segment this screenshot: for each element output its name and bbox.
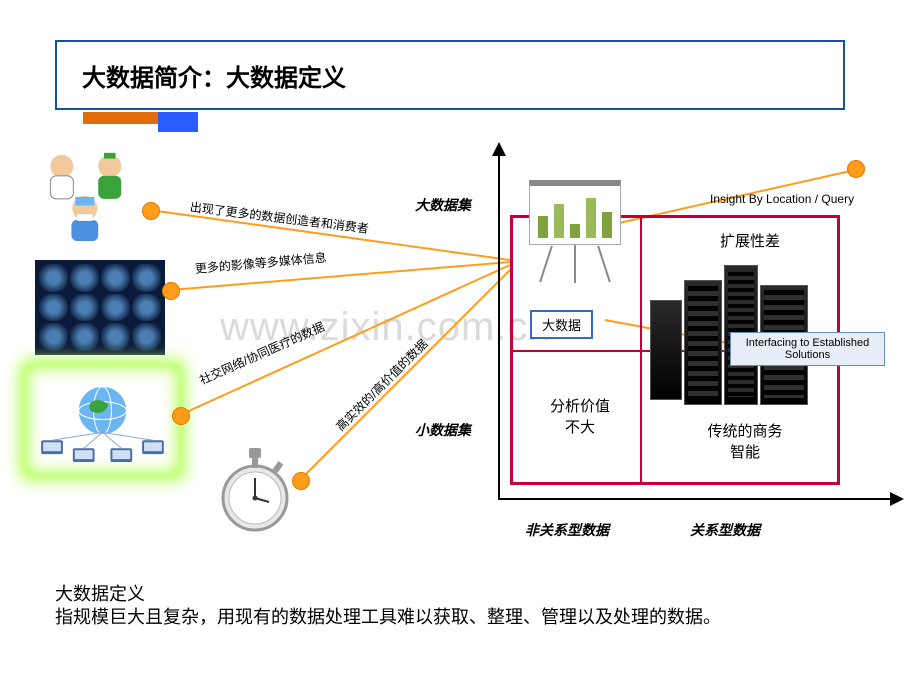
annotation-more-creators: 出现了更多的数据创造者和消费者 bbox=[189, 198, 370, 237]
quadrant-bottom-left-label: 分析价值 不大 bbox=[525, 395, 635, 437]
x-label-nonrelational: 非关系型数据 bbox=[525, 520, 609, 540]
x-axis-arrow bbox=[890, 492, 904, 506]
definition-body: 指规模巨大且复杂，用现有的数据处理工具难以获取、整理、管理以及处理的数据。 bbox=[55, 605, 855, 629]
x-axis bbox=[498, 498, 893, 500]
slide-title: 大数据简介：大数据定义 bbox=[82, 58, 346, 93]
quadrant-top-right-label: 扩展性差 bbox=[690, 230, 810, 251]
y-label-smalldata: 小数据集 bbox=[415, 420, 471, 440]
connector-dot bbox=[172, 407, 190, 425]
annotation-more-multimedia: 更多的影像等多媒体信息 bbox=[194, 249, 327, 277]
stopwatch-icon bbox=[215, 440, 295, 540]
brain-scan-grid-icon bbox=[35, 260, 165, 355]
title-accent-orange bbox=[83, 112, 158, 124]
title-accent-blue bbox=[158, 112, 198, 132]
y-axis bbox=[498, 150, 500, 500]
y-label-bigdata: 大数据集 bbox=[415, 195, 471, 215]
bigdata-tag: 大数据 bbox=[530, 310, 593, 339]
presentation-chart-icon bbox=[525, 170, 625, 285]
connector-dot bbox=[142, 202, 160, 220]
connector-dot bbox=[292, 472, 310, 490]
y-axis-arrow bbox=[492, 142, 506, 156]
network-globe-icon bbox=[25, 365, 180, 475]
connector-dot bbox=[847, 160, 865, 178]
quadrant-bottom-right-label: 传统的商务 智能 bbox=[665, 420, 825, 462]
interfacing-callout: Interfacing to Established Solutions bbox=[730, 332, 885, 366]
definition-heading: 大数据定义 bbox=[55, 580, 145, 606]
insight-callout: Insight By Location / Query bbox=[710, 192, 854, 206]
connector-dot bbox=[162, 282, 180, 300]
x-label-relational: 关系型数据 bbox=[690, 520, 760, 540]
title-box: 大数据简介：大数据定义 bbox=[55, 40, 845, 110]
medical-people-icon bbox=[35, 145, 150, 245]
slide-stage: 大数据简介：大数据定义 www.zixin.com.cn bbox=[0, 0, 920, 690]
